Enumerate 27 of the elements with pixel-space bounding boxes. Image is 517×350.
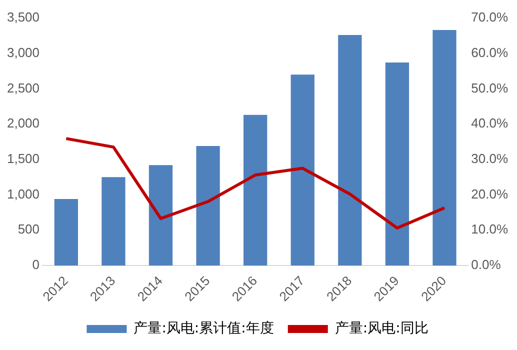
y2-tick-label: 30.0%: [471, 151, 508, 166]
bar: [338, 34, 362, 266]
y-tick-label: 1,000: [6, 186, 40, 202]
y-tick-label: 2,500: [6, 80, 40, 96]
bar: [385, 62, 410, 266]
y-tick-label: 2,000: [6, 116, 40, 131]
bar: [148, 165, 173, 266]
bar: [102, 177, 126, 266]
y2-tick-label: 10.0%: [471, 222, 508, 237]
y2-tick-label: 20.0%: [471, 186, 508, 202]
bar: [54, 199, 78, 266]
legend-label: 产量:风电:同比: [334, 320, 428, 337]
y-tick-label: 3,000: [6, 44, 40, 60]
legend-label: 产量:风电:累计值:年度: [134, 320, 274, 337]
y2-tick-label: 70.0%: [471, 10, 508, 25]
y2-tick-label: 60.0%: [471, 44, 508, 60]
y-tick-label: 500: [18, 222, 40, 237]
y2-tick-label: 0.0%: [471, 257, 502, 272]
y-tick-label: 0: [32, 257, 40, 272]
y2-tick-label: 50.0%: [471, 80, 508, 96]
bar: [432, 30, 456, 266]
bar: [290, 74, 314, 266]
y2-tick-label: 40.0%: [471, 116, 508, 131]
y-tick-label: 1,500: [6, 151, 40, 166]
bar: [196, 146, 220, 266]
bar: [244, 114, 268, 266]
y-tick-label: 3,500: [6, 10, 40, 25]
